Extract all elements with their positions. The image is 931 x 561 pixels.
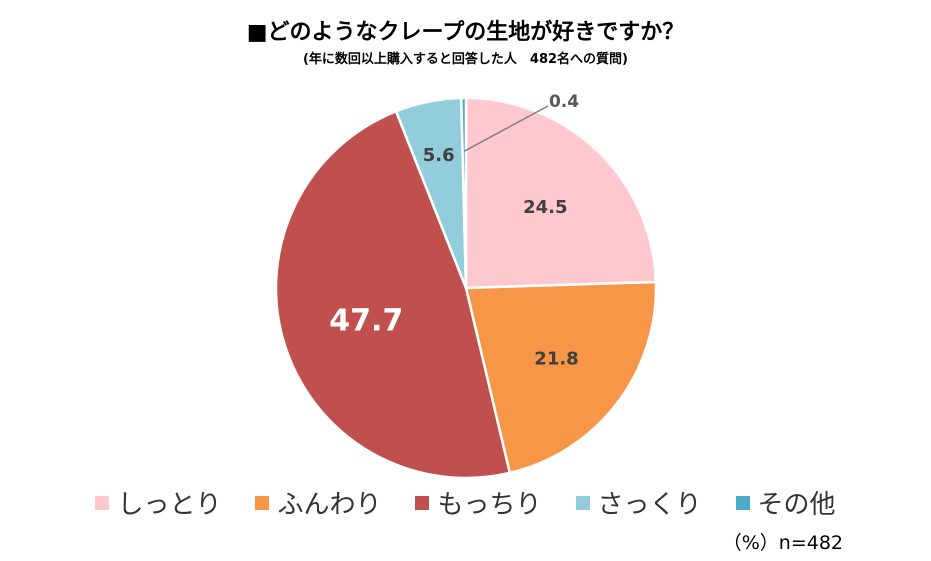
legend-label: さっくり: [597, 490, 702, 520]
legend-swatch: [415, 495, 430, 510]
legend-label: ふんわり: [277, 490, 382, 520]
data-label-2: 21.8: [534, 348, 578, 369]
legend-label: もっちり: [437, 490, 542, 520]
leader-line: [463, 105, 549, 152]
legend-item-3: もっちり: [415, 484, 542, 521]
pie-slice-2: [464, 280, 658, 475]
pie-slice-3: [274, 109, 512, 480]
data-label-4: 5.6: [423, 145, 455, 166]
data-label-5: 0.4: [549, 92, 579, 112]
legend-item-1: しっとり: [95, 484, 221, 521]
legend-swatch: [575, 495, 590, 510]
legend-swatch: [255, 495, 270, 510]
legend-item-5: その他: [735, 484, 836, 521]
data-label-1: 24.5: [523, 197, 567, 218]
pie-slice-5: [459, 96, 468, 289]
legend-label: その他: [757, 490, 836, 520]
legend-label: しっとり: [117, 490, 222, 520]
legend-item-2: ふんわり: [255, 484, 381, 521]
legend-item-4: さっくり: [575, 484, 702, 521]
legend-swatch: [735, 495, 750, 510]
legend: しっとり ふんわり もっちり さっくり その他: [0, 484, 931, 521]
chart-subtitle: (年に数回以上購入すると回答した人 482名への質問): [302, 52, 629, 67]
legend-swatch: [95, 495, 110, 510]
data-label-3: 47.7: [329, 303, 403, 338]
pie-slice-1: [464, 96, 658, 290]
unit-note: （%）n=482: [722, 532, 843, 554]
chart-title: ■どのようなクレープの生地が好きですか？: [246, 20, 685, 45]
